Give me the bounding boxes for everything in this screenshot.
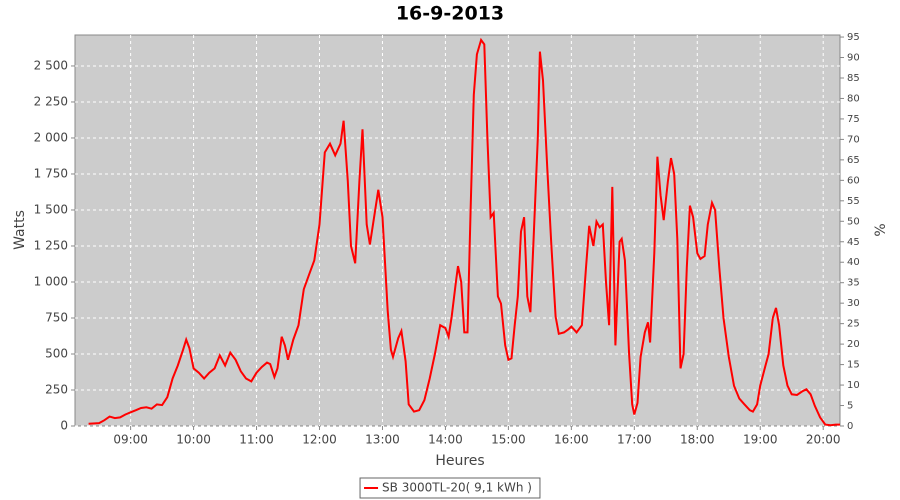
y2-tick-label: 70 [847, 134, 860, 145]
y-tick-label: 500 [45, 346, 68, 360]
y2-tick-label: 90 [847, 53, 860, 64]
y2-tick-label: 40 [847, 257, 860, 268]
y2-tick-label: 25 [847, 319, 860, 330]
y2-tick-label: 20 [847, 339, 860, 350]
y-tick-label: 750 [45, 310, 68, 324]
y-tick-label: 1 000 [34, 274, 68, 288]
x-axis-title: Heures [435, 453, 484, 469]
y-tick-label: 2 000 [34, 130, 68, 144]
x-tick-label: 19:00 [743, 433, 778, 447]
x-tick-label: 12:00 [302, 433, 337, 447]
chart-title: 16-9-2013 [396, 3, 504, 25]
y2-tick-label: 15 [847, 360, 860, 371]
x-tick-label: 14:00 [428, 433, 463, 447]
x-tick-label: 16:00 [554, 433, 589, 447]
y2-tick-label: 10 [847, 380, 860, 391]
x-tick-label: 10:00 [176, 433, 211, 447]
y-tick-label: 2 250 [34, 94, 68, 108]
x-tick-label: 17:00 [617, 433, 652, 447]
y2-axis-title: % [873, 223, 889, 236]
y-axis-title: Watts [12, 210, 28, 250]
x-tick-label: 13:00 [365, 433, 400, 447]
legend: SB 3000TL-20( 9,1 kWh ) [359, 477, 541, 499]
y-tick-label: 250 [45, 382, 68, 396]
x-tick-label: 11:00 [239, 433, 274, 447]
y2-tick-label: 35 [847, 278, 860, 289]
data-line [88, 37, 840, 427]
legend-label: SB 3000TL-20( 9,1 kWh ) [382, 481, 532, 495]
y2-tick-label: 65 [847, 155, 860, 166]
y2-tick-label: 80 [847, 93, 860, 104]
y2-tick-label: 50 [847, 216, 860, 227]
x-tick-label: 20:00 [806, 433, 841, 447]
y2-tick-label: 60 [847, 175, 860, 186]
y-tick-label: 2 500 [34, 58, 68, 72]
y2-tick-label: 30 [847, 298, 860, 309]
y-tick-label: 1 250 [34, 238, 68, 252]
y-tick-label: 1 500 [34, 202, 68, 216]
plot-area [74, 34, 841, 427]
x-tick-label: 09:00 [113, 433, 148, 447]
y2-tick-label: 5 [847, 401, 853, 412]
y2-tick-label: 45 [847, 237, 860, 248]
y2-tick-label: 95 [847, 32, 860, 43]
x-tick-label: 15:00 [491, 433, 526, 447]
x-tick-label: 18:00 [680, 433, 715, 447]
y-tick-label: 1 750 [34, 166, 68, 180]
y2-tick-label: 85 [847, 73, 860, 84]
y2-tick-label: 0 [847, 421, 853, 432]
y2-tick-label: 55 [847, 196, 860, 207]
y-tick-label: 0 [60, 419, 68, 433]
legend-box [359, 477, 541, 499]
y2-tick-label: 75 [847, 114, 860, 125]
